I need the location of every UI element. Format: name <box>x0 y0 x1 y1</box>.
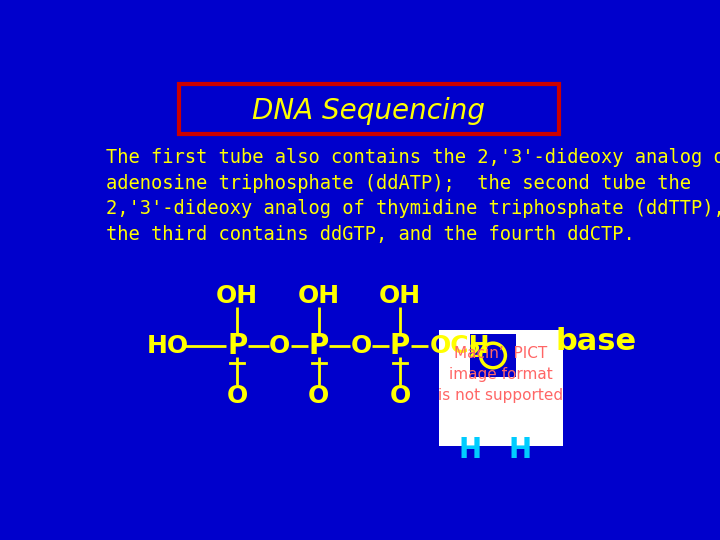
Text: P: P <box>227 332 248 360</box>
Text: base: base <box>555 327 636 356</box>
Text: O: O <box>390 384 410 408</box>
Text: DNA Sequencing: DNA Sequencing <box>253 97 485 125</box>
Text: 2: 2 <box>468 343 480 361</box>
Text: O: O <box>308 384 329 408</box>
Text: OCH: OCH <box>429 334 490 358</box>
Text: OH: OH <box>379 284 421 308</box>
Bar <box>438 330 563 446</box>
Text: The first tube also contains the 2,'3'-dideoxy analog of
adenosine triphosphate : The first tube also contains the 2,'3'-d… <box>106 148 720 244</box>
Text: O: O <box>351 334 372 358</box>
Text: H: H <box>458 436 481 464</box>
Text: P: P <box>308 332 329 360</box>
Bar <box>469 334 516 377</box>
Text: Macin’  PICT
image format
is not supported: Macin’ PICT image format is not supporte… <box>438 346 563 403</box>
Bar <box>179 84 559 134</box>
Text: O: O <box>269 334 290 358</box>
Text: HO: HO <box>146 334 189 358</box>
Text: P: P <box>390 332 410 360</box>
Text: O: O <box>227 384 248 408</box>
Text: OH: OH <box>297 284 340 308</box>
Text: OH: OH <box>216 284 258 308</box>
Text: H: H <box>508 436 531 464</box>
